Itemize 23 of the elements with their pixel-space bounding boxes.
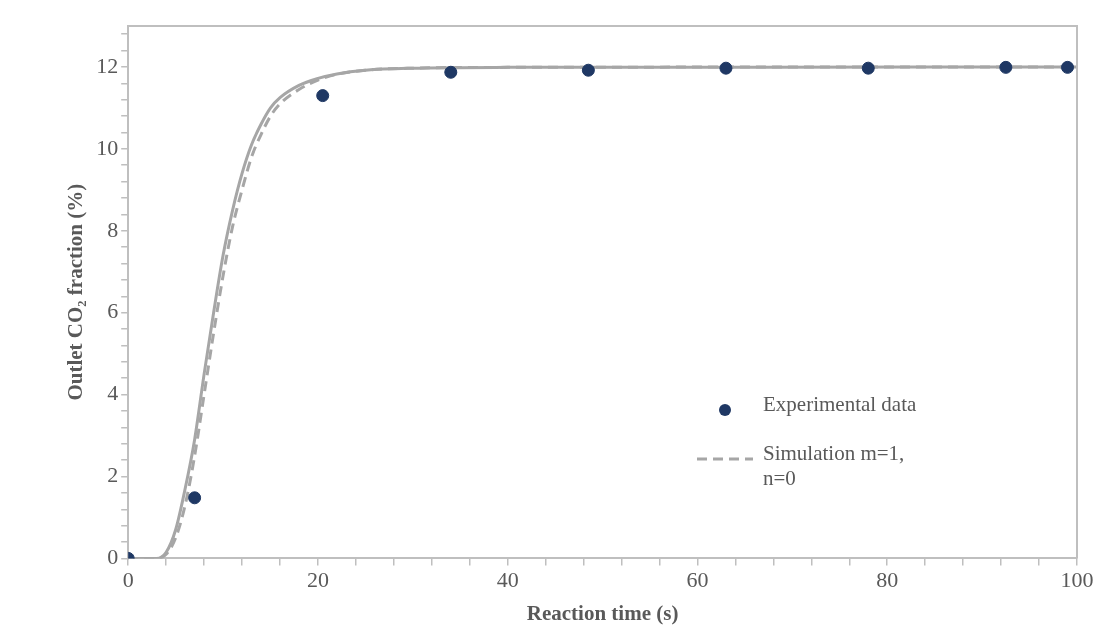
x-tick-label: 100 xyxy=(1060,567,1094,593)
x-axis-title: Reaction time (s) xyxy=(526,600,679,625)
point xyxy=(444,65,458,79)
legend-label: Experimental data xyxy=(763,392,918,417)
y-tick-label: 6 xyxy=(107,298,119,324)
y-tick-label: 8 xyxy=(107,216,119,242)
point xyxy=(316,89,330,103)
x-tick-label: 40 xyxy=(496,567,519,593)
legend-label: Simulation m=1, n=0 xyxy=(763,441,906,491)
point xyxy=(719,61,733,75)
x-tick-label: 60 xyxy=(686,567,709,593)
x-tick-label: 80 xyxy=(876,567,899,593)
y-tick-label: 10 xyxy=(96,134,119,160)
x-tick-label: 20 xyxy=(306,567,329,593)
y-tick-label: 12 xyxy=(96,52,119,78)
y-tick-label: 4 xyxy=(107,380,119,406)
y-tick-label: 0 xyxy=(107,544,119,570)
point xyxy=(861,61,875,75)
point xyxy=(1061,60,1075,74)
y-tick-label: 2 xyxy=(107,462,119,488)
point xyxy=(999,60,1013,74)
y-axis-title: Outlet CO₂ fraction (%) xyxy=(63,183,88,401)
point xyxy=(581,63,595,77)
